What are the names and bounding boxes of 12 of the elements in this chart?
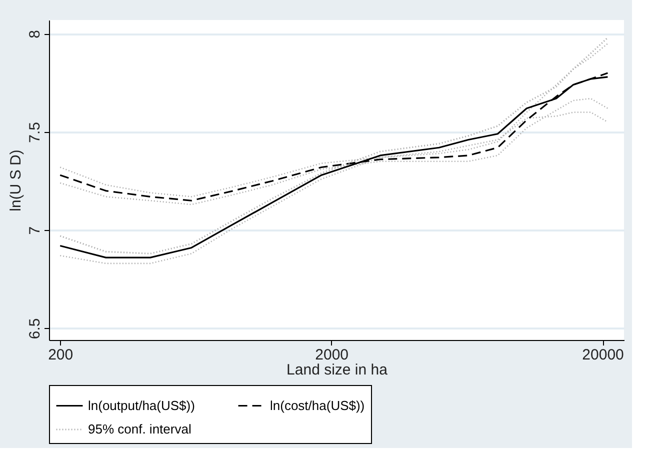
x-tick-label: 20000	[582, 346, 624, 364]
legend-label: 95% conf. interval	[88, 422, 192, 436]
y-tick-label: 8	[26, 30, 44, 38]
y-tick-label: 6.5	[26, 318, 44, 340]
legend-label: ln(output/ha(US$))	[88, 398, 195, 413]
y-tick-label: 7	[26, 226, 44, 235]
y-axis-title: ln(U S D)	[8, 150, 24, 212]
legend-label: ln(cost/ha(US$))	[270, 398, 365, 413]
x-tick-label: 2000	[315, 346, 349, 364]
x-axis-title: Land size in ha	[286, 362, 388, 378]
y-tick-label: 7.5	[26, 122, 44, 143]
x-tick-label: 200	[48, 346, 74, 364]
